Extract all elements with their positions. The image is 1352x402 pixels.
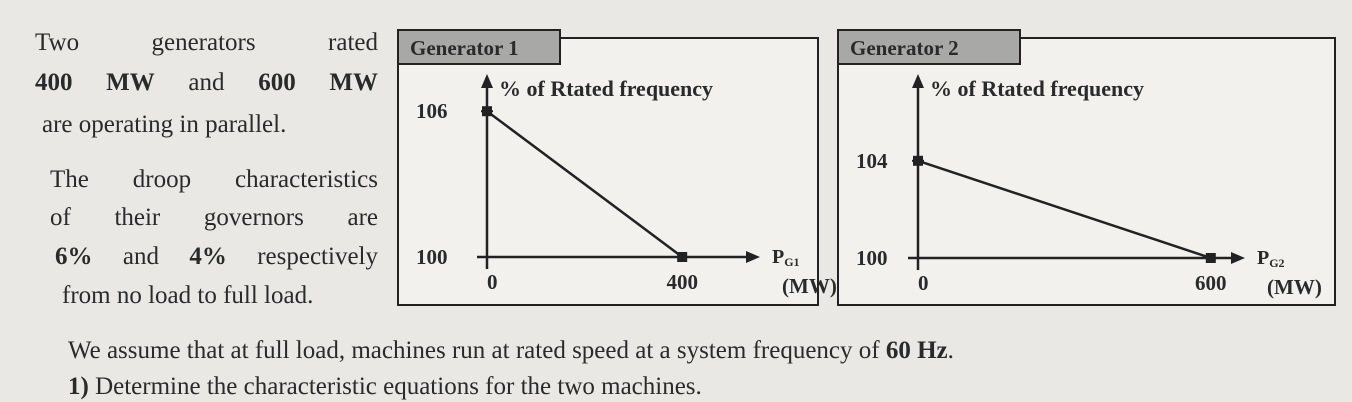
x-tick-label: 0 (918, 271, 929, 295)
x-axis-unit: (MW) (1267, 275, 1322, 299)
subscript: G1 (784, 255, 799, 269)
text: We assume that at full load, machines ru… (68, 337, 886, 364)
paragraph-line: The droop characteristics (50, 165, 378, 195)
y-tick-label: 100 (856, 246, 888, 270)
x-arrow (1231, 252, 1245, 264)
paragraph-line: 6% and 4% respectively (55, 242, 378, 272)
y-tick-label: 100 (416, 245, 448, 269)
x-tick-label: 600 (1195, 271, 1227, 295)
text: are operating in parallel. (42, 111, 287, 138)
figure-title: Generator 2 (850, 36, 959, 60)
y-axis-label: % of Rtated frequency (930, 76, 1144, 101)
text: respectively (226, 243, 378, 270)
droop-point (913, 155, 923, 166)
question-line: We assume that at full load, machines ru… (68, 336, 954, 366)
y-tick-label: 106 (416, 99, 448, 123)
figure-title-tab (397, 29, 561, 65)
bold-text: 4% (189, 243, 227, 270)
paragraph-line: 400 MW and 600 MW (35, 68, 378, 98)
x-arrow (746, 251, 760, 263)
text: . (947, 337, 954, 364)
droop-line (486, 110, 683, 259)
text: and (92, 243, 190, 270)
paragraph-line: of their governors are (50, 203, 378, 233)
paragraph-line: Two generators rated (35, 28, 378, 58)
paragraph-line: are operating in parallel. (42, 110, 286, 140)
subscript: G2 (1269, 256, 1284, 270)
figure-title-tab (837, 29, 1021, 65)
y-arrow (912, 74, 924, 88)
droop-point (1205, 253, 1216, 263)
x-tick-label: 0 (487, 270, 498, 294)
bold-text: 6% (55, 243, 93, 270)
droop-line (917, 159, 1212, 260)
bold-text: 600 MW (258, 69, 378, 96)
bold-text: 1) (68, 373, 89, 400)
text: from no load to full load. (62, 282, 314, 309)
y-axis-label: % of Rtated frequency (499, 76, 713, 101)
y-arrow (481, 74, 493, 88)
text: of their governors are (50, 204, 378, 231)
x-axis-unit: (MW) (782, 274, 837, 298)
text: Determine the characteristic equations f… (88, 373, 702, 400)
droop-point (677, 252, 688, 262)
y-tick-label: 104 (856, 149, 888, 173)
droop-point (482, 106, 492, 117)
text: and (154, 69, 259, 96)
paragraph-line: from no load to full load. (62, 281, 313, 311)
question-line: 1) Determine the characteristic equation… (68, 372, 702, 402)
figure-title: Generator 1 (410, 36, 519, 60)
bold-text: 400 MW (35, 69, 155, 96)
x-tick-label: 400 (666, 270, 698, 294)
bold-text: 60 Hz (885, 337, 948, 364)
text: The droop characteristics (50, 166, 378, 193)
text: Two generators rated (35, 29, 378, 56)
